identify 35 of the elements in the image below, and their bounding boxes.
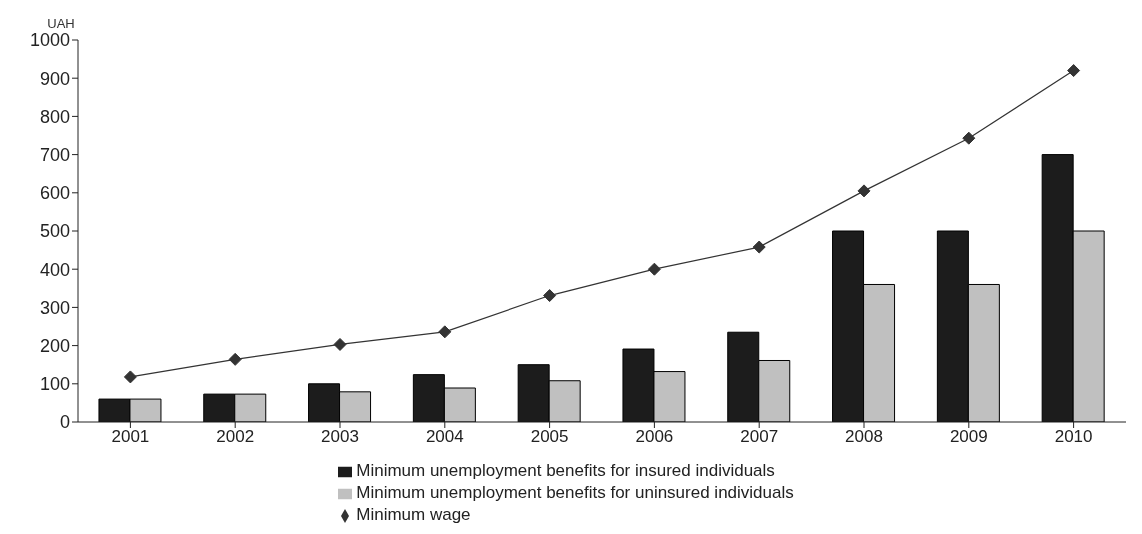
y-tick-label: 100 xyxy=(39,374,70,395)
y-tick-label: 900 xyxy=(39,68,70,89)
y-tick-label: 400 xyxy=(39,259,70,280)
x-tick-label: 2010 xyxy=(1054,427,1093,447)
y-tick-label: 600 xyxy=(39,183,70,204)
x-tick-label: 2009 xyxy=(949,427,988,447)
point xyxy=(543,289,557,303)
point xyxy=(123,370,137,384)
x-tick-label: 2002 xyxy=(216,427,255,447)
legend-label: Minimum wage xyxy=(356,505,471,524)
x-tick-label: 2006 xyxy=(635,427,674,447)
y-tick-label: 200 xyxy=(39,335,70,356)
point xyxy=(857,184,871,198)
point xyxy=(1067,64,1081,78)
point xyxy=(228,352,242,366)
x-tick-label: 2007 xyxy=(740,427,779,447)
point xyxy=(333,337,347,351)
x-tick-label: 2008 xyxy=(845,427,883,447)
point xyxy=(438,325,452,339)
point xyxy=(647,262,661,276)
point xyxy=(962,131,976,145)
x-tick-label: 2004 xyxy=(425,427,464,447)
x-tick-label: 2001 xyxy=(111,427,150,447)
legend-label: Minimum unemployment benefits for uninsured individuals xyxy=(356,483,794,502)
y-tick-label: 700 xyxy=(39,144,70,165)
x-tick-label: 2003 xyxy=(321,427,359,447)
legend-label: Minimum unemployment benefits for insured individuals xyxy=(356,461,775,480)
y-axis-title: UAH xyxy=(47,16,75,31)
x-tick-label: 2005 xyxy=(530,427,569,447)
y-tick-label: 800 xyxy=(39,106,70,127)
y-tick-label: 1000 xyxy=(29,30,70,51)
y-tick-label: 500 xyxy=(39,221,70,242)
y-tick-label: 300 xyxy=(39,297,70,318)
y-tick-label: 0 xyxy=(59,412,70,433)
point xyxy=(752,240,766,254)
